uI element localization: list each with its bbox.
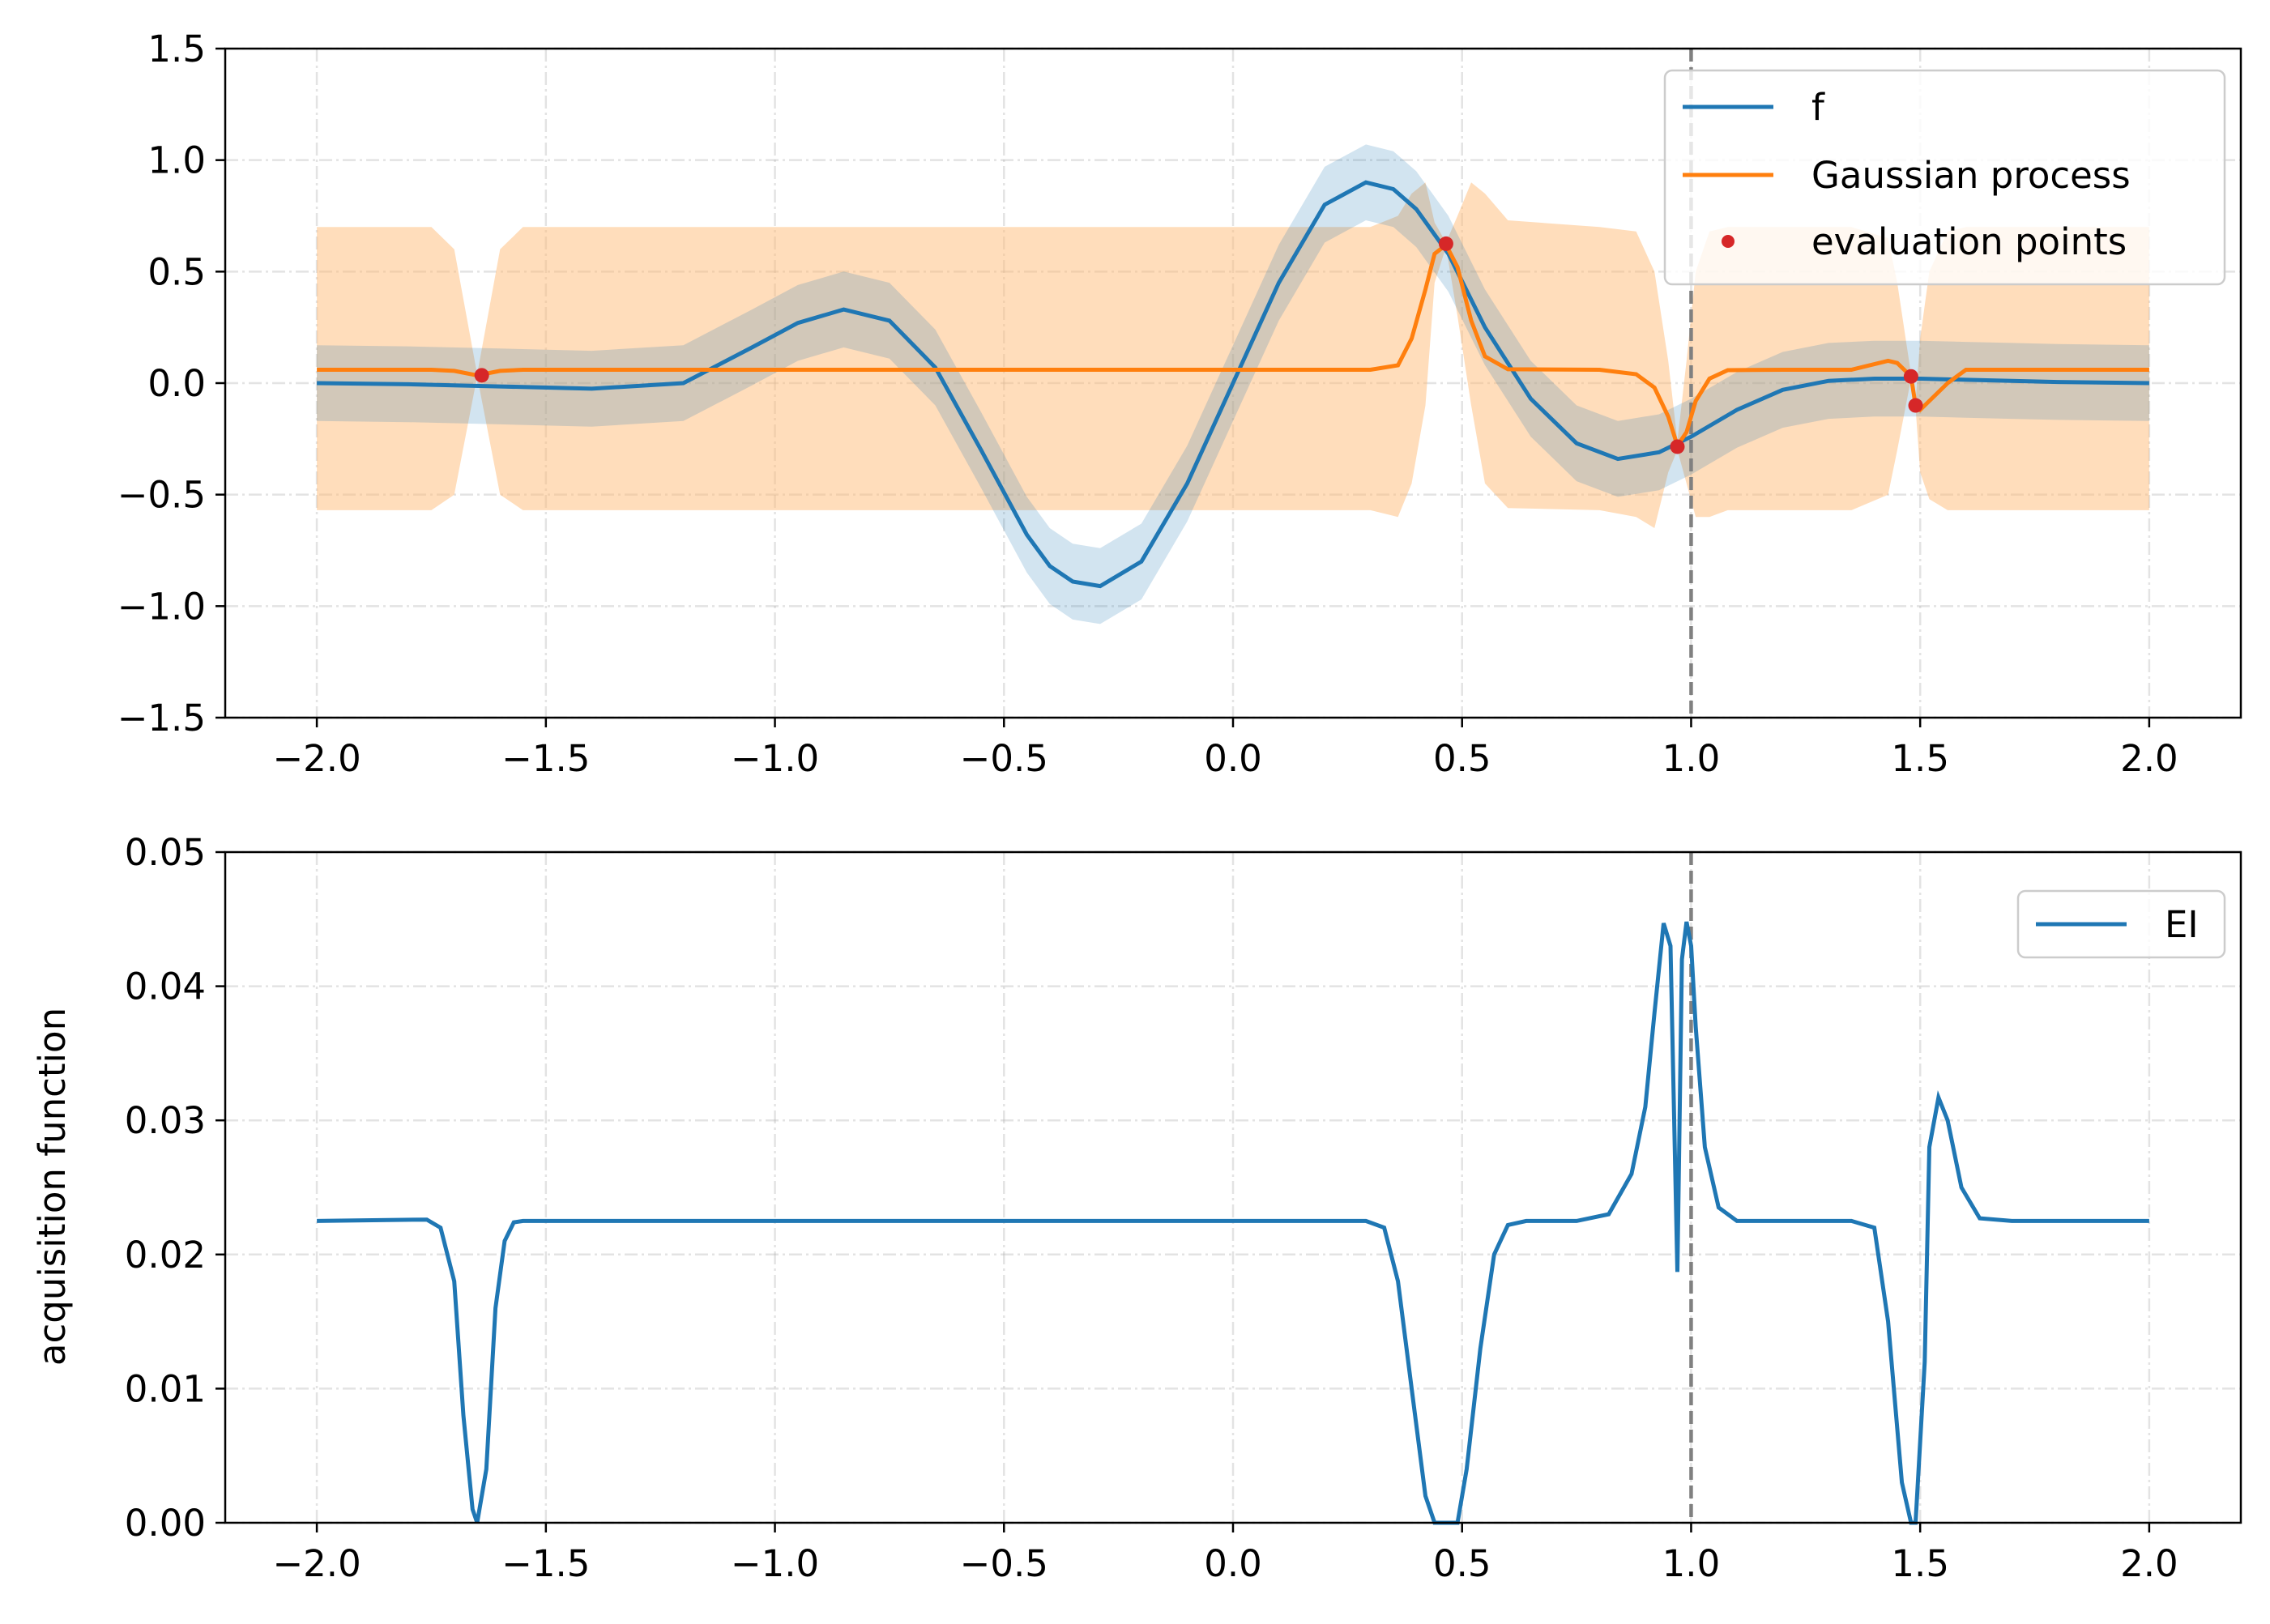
legend-gp-label: Gaussian process [1811, 154, 2131, 197]
legend-eval-label: evaluation points [1811, 220, 2127, 263]
evaluation-point-3 [1903, 369, 1918, 384]
top-ytick-label-0: −1.5 [117, 697, 206, 740]
top-ytick-label-5: 1.0 [147, 139, 206, 182]
bottom-grid [225, 850, 2241, 1524]
top-x-axis: −2.0 −1.5 −1.0 −0.5 0.0 0.5 1.0 1.5 2.0 [272, 718, 2178, 780]
evaluation-points [474, 236, 1923, 454]
top-xtick-label-0: −2.0 [272, 737, 361, 780]
top-xtick-label-5: 0.5 [1433, 737, 1491, 780]
bot-xtick-label-7: 1.5 [1891, 1542, 1949, 1585]
top-legend: f Gaussian process evaluation points [1663, 69, 2226, 286]
evaluation-point-0 [474, 368, 489, 383]
bot-xtick-label-2: −1.0 [731, 1542, 819, 1585]
top-ytick-label-4: 0.5 [147, 250, 206, 293]
bot-xtick-label-0: −2.0 [272, 1542, 361, 1585]
bottom-y-axis-label: acquisition function [31, 1008, 74, 1366]
top-xtick-label-4: 0.0 [1204, 737, 1262, 780]
top-xtick-label-8: 2.0 [2120, 737, 2178, 780]
top-xtick-label-3: −0.5 [960, 737, 1048, 780]
top-y-axis: −1.5 −1.0 −0.5 0.0 0.5 1.0 1.5 [117, 28, 225, 740]
evaluation-point-4 [1908, 398, 1923, 413]
bot-ytick-label-1: 0.01 [125, 1367, 206, 1410]
bot-xtick-label-1: −1.5 [501, 1542, 590, 1585]
f-line [317, 180, 2149, 589]
top-xtick-label-6: 1.0 [1662, 737, 1721, 780]
evaluation-point-2 [1670, 439, 1685, 454]
legend-f-label: f [1811, 86, 1825, 129]
evaluation-point-1 [1438, 236, 1453, 251]
bot-xtick-label-8: 2.0 [2120, 1542, 2178, 1585]
bot-xtick-label-5: 0.5 [1433, 1542, 1491, 1585]
top-ytick-label-6: 1.5 [147, 28, 206, 70]
top-xtick-label-1: −1.5 [501, 737, 590, 780]
bot-ytick-label-5: 0.05 [125, 831, 206, 874]
bot-ytick-label-3: 0.03 [125, 1099, 206, 1142]
top-legend-box [1663, 69, 2226, 286]
top-ytick-label-1: −1.0 [117, 585, 206, 628]
bot-xtick-label-6: 1.0 [1662, 1542, 1721, 1585]
bot-xtick-label-3: −0.5 [960, 1542, 1048, 1585]
top-panel: −2.0 −1.5 −1.0 −0.5 0.0 0.5 1.0 1.5 2.0 −1.5 −1.0… [117, 28, 2242, 780]
bot-ytick-label-4: 0.04 [125, 965, 206, 1008]
ei-line [317, 921, 2149, 1525]
legend-ei-label: EI [2165, 903, 2199, 946]
bottom-x-axis: −2.0 −1.5 −1.0 −0.5 0.0 0.5 1.0 1.5 2.0 [272, 1523, 2178, 1585]
bot-xtick-label-4: 0.0 [1204, 1542, 1262, 1585]
top-xtick-label-7: 1.5 [1891, 737, 1949, 780]
bottom-legend: EI [2016, 889, 2226, 959]
bottom-y-axis: 0.00 0.01 0.02 0.03 0.04 0.05 [125, 831, 225, 1545]
bot-ytick-label-2: 0.02 [125, 1234, 206, 1277]
top-ytick-label-2: −0.5 [117, 474, 206, 517]
bot-ytick-label-0: 0.00 [125, 1502, 206, 1545]
legend-eval-swatch [1722, 235, 1735, 248]
top-xtick-label-2: −1.0 [731, 737, 819, 780]
bottom-panel: −2.0 −1.5 −1.0 −0.5 0.0 0.5 1.0 1.5 2.0 0.00 0.01… [31, 831, 2242, 1585]
top-ytick-label-3: 0.0 [147, 362, 206, 405]
